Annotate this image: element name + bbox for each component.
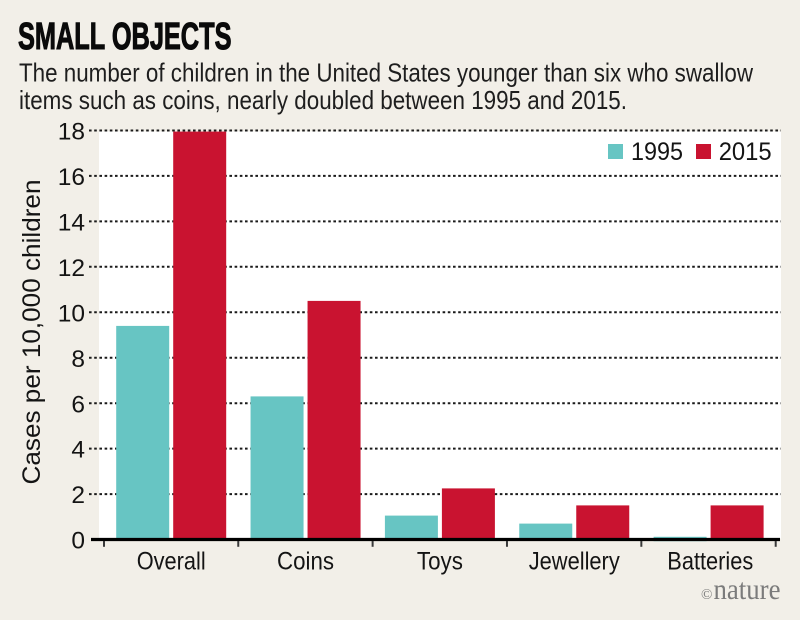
svg-text:6: 6 — [71, 391, 85, 418]
svg-text:nature: nature — [714, 573, 781, 606]
svg-text:18: 18 — [58, 119, 85, 146]
svg-text:Cases per 10,000 children: Cases per 10,000 children — [18, 180, 46, 485]
svg-text:Jewellery: Jewellery — [529, 548, 620, 576]
svg-text:items such as coins, nearly do: items such as coins, nearly doubled betw… — [19, 85, 627, 115]
svg-text:0: 0 — [71, 528, 85, 555]
svg-text:14: 14 — [58, 210, 85, 237]
svg-text:12: 12 — [58, 255, 85, 282]
svg-text:4: 4 — [71, 437, 85, 464]
svg-text:10: 10 — [58, 300, 85, 327]
svg-text:Overall: Overall — [137, 548, 206, 576]
svg-text:16: 16 — [58, 164, 85, 191]
svg-text:Batteries: Batteries — [667, 548, 753, 576]
svg-text:The number of children in the: The number of children in the United Sta… — [19, 57, 753, 87]
svg-text:SMALL OBJECTS: SMALL OBJECTS — [18, 15, 231, 57]
svg-text:8: 8 — [71, 346, 85, 373]
svg-text:Toys: Toys — [417, 548, 463, 576]
svg-text:1995: 1995 — [631, 138, 683, 166]
svg-text:Coins: Coins — [277, 548, 334, 576]
svg-text:2: 2 — [71, 482, 85, 509]
svg-text:2015: 2015 — [719, 138, 772, 166]
svg-text:©: © — [701, 587, 712, 603]
